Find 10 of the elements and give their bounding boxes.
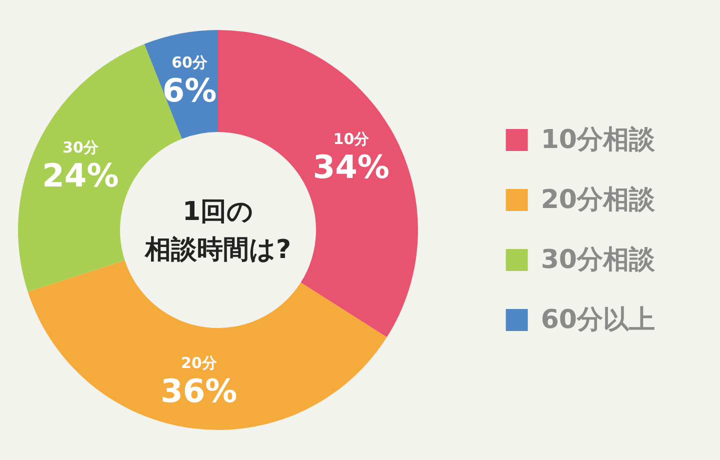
data-label: 10分 34% bbox=[312, 130, 390, 186]
legend-label: 60分以上 bbox=[540, 305, 656, 335]
legend-label: 30分相談 bbox=[540, 245, 656, 275]
data-label: 60分 6% bbox=[162, 54, 217, 110]
legend-label: 10分相談 bbox=[540, 125, 656, 155]
text: 1回の bbox=[182, 197, 254, 227]
legend-label: 20分相談 bbox=[540, 185, 656, 215]
data-label: 20分 36% bbox=[160, 354, 238, 410]
data-label: 30分 24% bbox=[42, 138, 119, 194]
text: 相談時間は? bbox=[144, 235, 292, 265]
